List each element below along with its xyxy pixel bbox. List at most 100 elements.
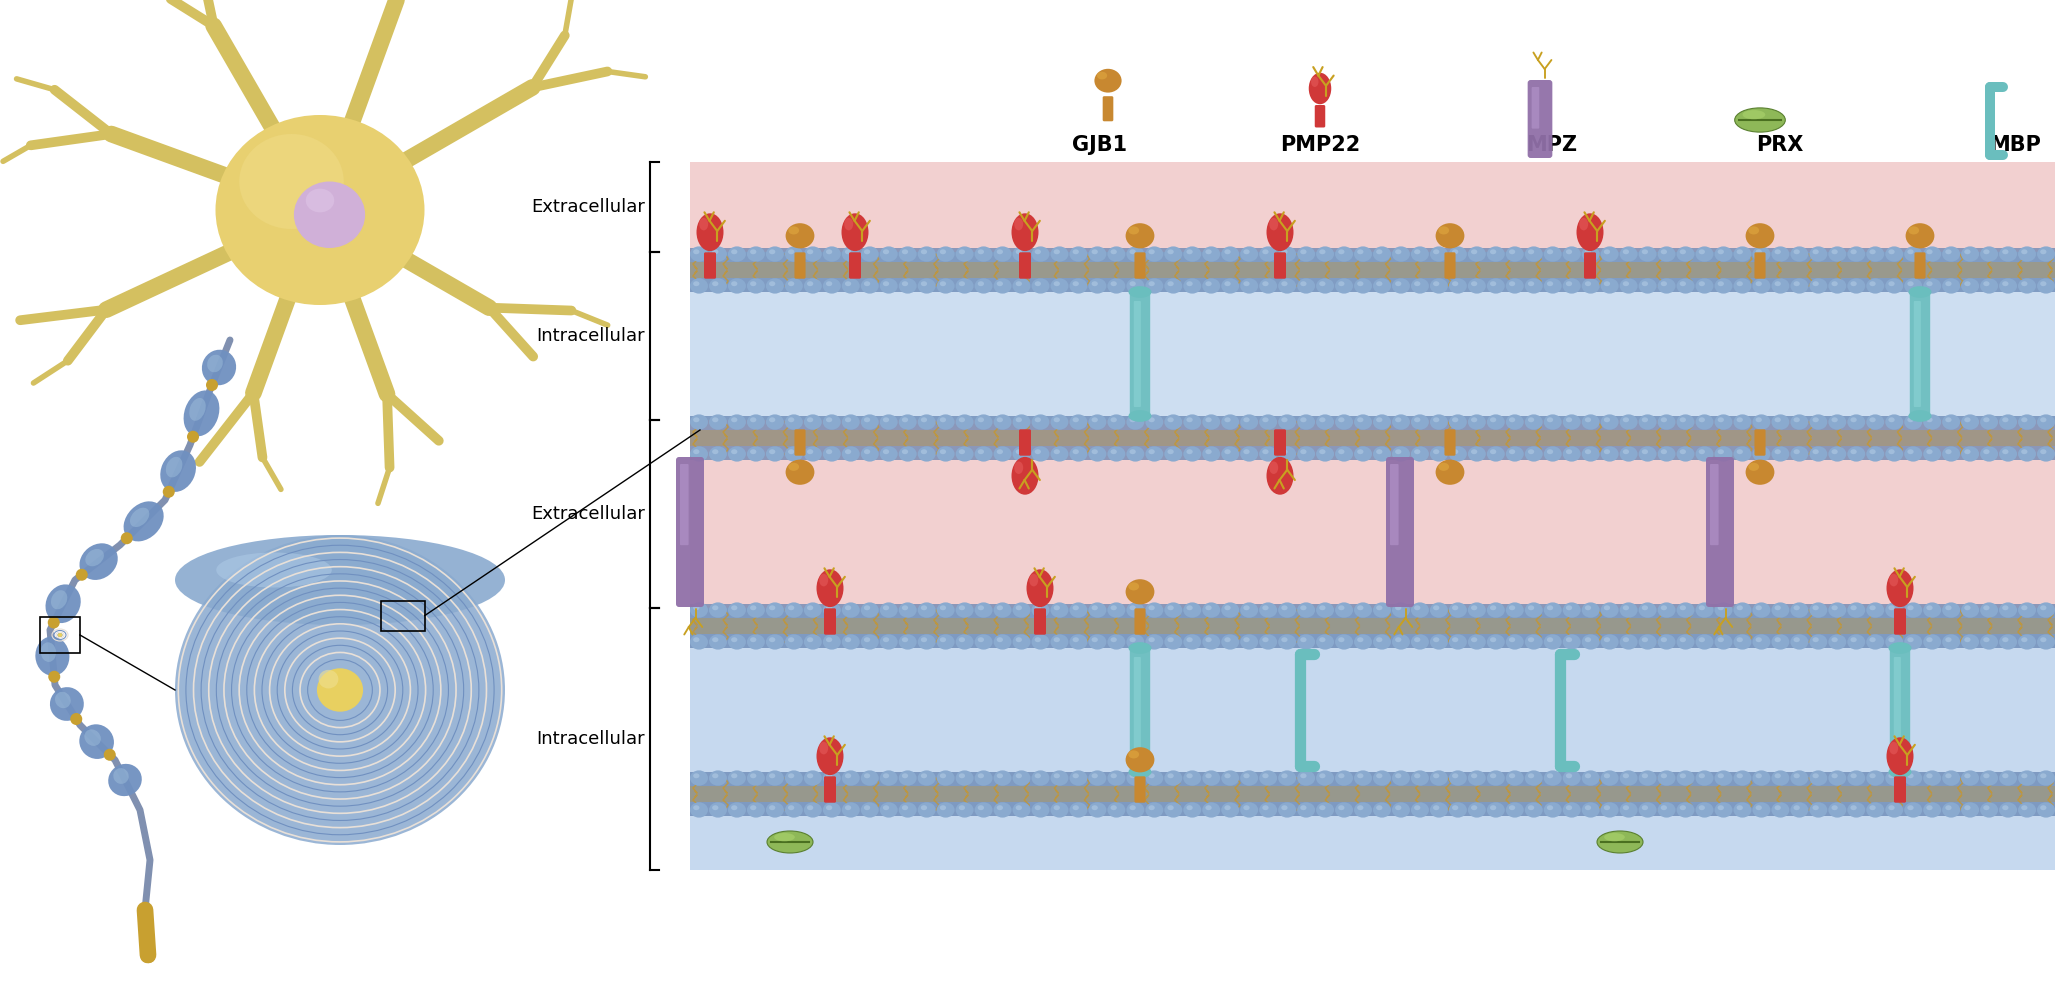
Ellipse shape [1091,417,1097,422]
Ellipse shape [1354,278,1372,294]
FancyBboxPatch shape [681,464,689,545]
Ellipse shape [1749,227,1759,235]
Bar [689,618,2056,634]
Ellipse shape [917,602,936,617]
Ellipse shape [1526,634,1542,650]
Ellipse shape [1263,249,1269,254]
Ellipse shape [1942,414,1960,430]
Ellipse shape [1737,417,1743,422]
Ellipse shape [975,602,994,617]
Ellipse shape [1308,73,1331,105]
Ellipse shape [708,246,727,261]
Ellipse shape [903,773,909,778]
Ellipse shape [1267,213,1294,251]
Ellipse shape [1337,605,1346,610]
Ellipse shape [712,450,718,455]
Ellipse shape [1677,770,1695,786]
Ellipse shape [785,414,803,430]
Ellipse shape [1130,637,1136,642]
Ellipse shape [1679,773,1685,778]
Ellipse shape [1203,246,1219,261]
Ellipse shape [822,278,840,294]
Ellipse shape [729,803,745,817]
Ellipse shape [1091,773,1097,778]
Ellipse shape [880,246,898,261]
Ellipse shape [1774,417,1780,422]
Ellipse shape [1149,281,1155,286]
Ellipse shape [79,543,118,580]
Ellipse shape [1923,414,1942,430]
Ellipse shape [1528,605,1534,610]
Ellipse shape [1623,605,1629,610]
Ellipse shape [1505,634,1524,650]
Ellipse shape [1604,637,1610,642]
Ellipse shape [803,602,822,617]
Ellipse shape [2000,770,2016,786]
Ellipse shape [1904,447,1923,461]
Ellipse shape [1964,417,1971,422]
Ellipse shape [1677,602,1695,617]
Ellipse shape [1126,634,1145,650]
Ellipse shape [1619,447,1637,461]
Ellipse shape [1130,417,1136,422]
Ellipse shape [1586,773,1592,778]
Ellipse shape [1755,281,1762,286]
Ellipse shape [159,451,197,492]
Ellipse shape [1809,803,1828,817]
Ellipse shape [1581,803,1600,817]
Ellipse shape [1623,417,1629,422]
Ellipse shape [1145,414,1163,430]
Ellipse shape [1281,249,1288,254]
Ellipse shape [1072,417,1078,422]
Ellipse shape [1753,803,1770,817]
Ellipse shape [1167,605,1174,610]
Ellipse shape [1526,278,1542,294]
Ellipse shape [2000,278,2016,294]
Ellipse shape [1946,450,1952,455]
Ellipse shape [884,806,890,810]
Ellipse shape [1753,414,1770,430]
Text: PRX: PRX [1755,135,1803,155]
Ellipse shape [1927,450,1933,455]
Ellipse shape [1563,770,1581,786]
Ellipse shape [2041,605,2047,610]
Ellipse shape [803,414,822,430]
Ellipse shape [2020,637,2027,642]
Ellipse shape [104,748,116,761]
Ellipse shape [1317,246,1333,261]
Ellipse shape [1395,773,1401,778]
Ellipse shape [807,605,814,610]
Ellipse shape [1184,634,1201,650]
Ellipse shape [1298,634,1314,650]
Ellipse shape [2037,770,2056,786]
Ellipse shape [693,637,700,642]
Ellipse shape [1012,414,1031,430]
Ellipse shape [1526,803,1542,817]
Ellipse shape [56,692,70,708]
Ellipse shape [1430,634,1447,650]
Ellipse shape [1772,770,1788,786]
Ellipse shape [2002,806,2008,810]
Ellipse shape [1639,634,1656,650]
Ellipse shape [1451,605,1459,610]
Ellipse shape [693,806,700,810]
Ellipse shape [1016,637,1023,642]
Ellipse shape [1035,450,1041,455]
Ellipse shape [863,249,869,254]
Ellipse shape [842,602,859,617]
Ellipse shape [880,803,898,817]
Ellipse shape [1619,634,1637,650]
Ellipse shape [1490,605,1497,610]
Ellipse shape [1846,602,1865,617]
Ellipse shape [176,535,505,845]
Ellipse shape [803,246,822,261]
Ellipse shape [1391,602,1410,617]
Ellipse shape [1600,770,1619,786]
Ellipse shape [1586,450,1592,455]
Ellipse shape [880,414,898,430]
Ellipse shape [1432,450,1439,455]
Ellipse shape [936,770,954,786]
Ellipse shape [1358,773,1364,778]
Ellipse shape [749,249,756,254]
Ellipse shape [1167,806,1174,810]
